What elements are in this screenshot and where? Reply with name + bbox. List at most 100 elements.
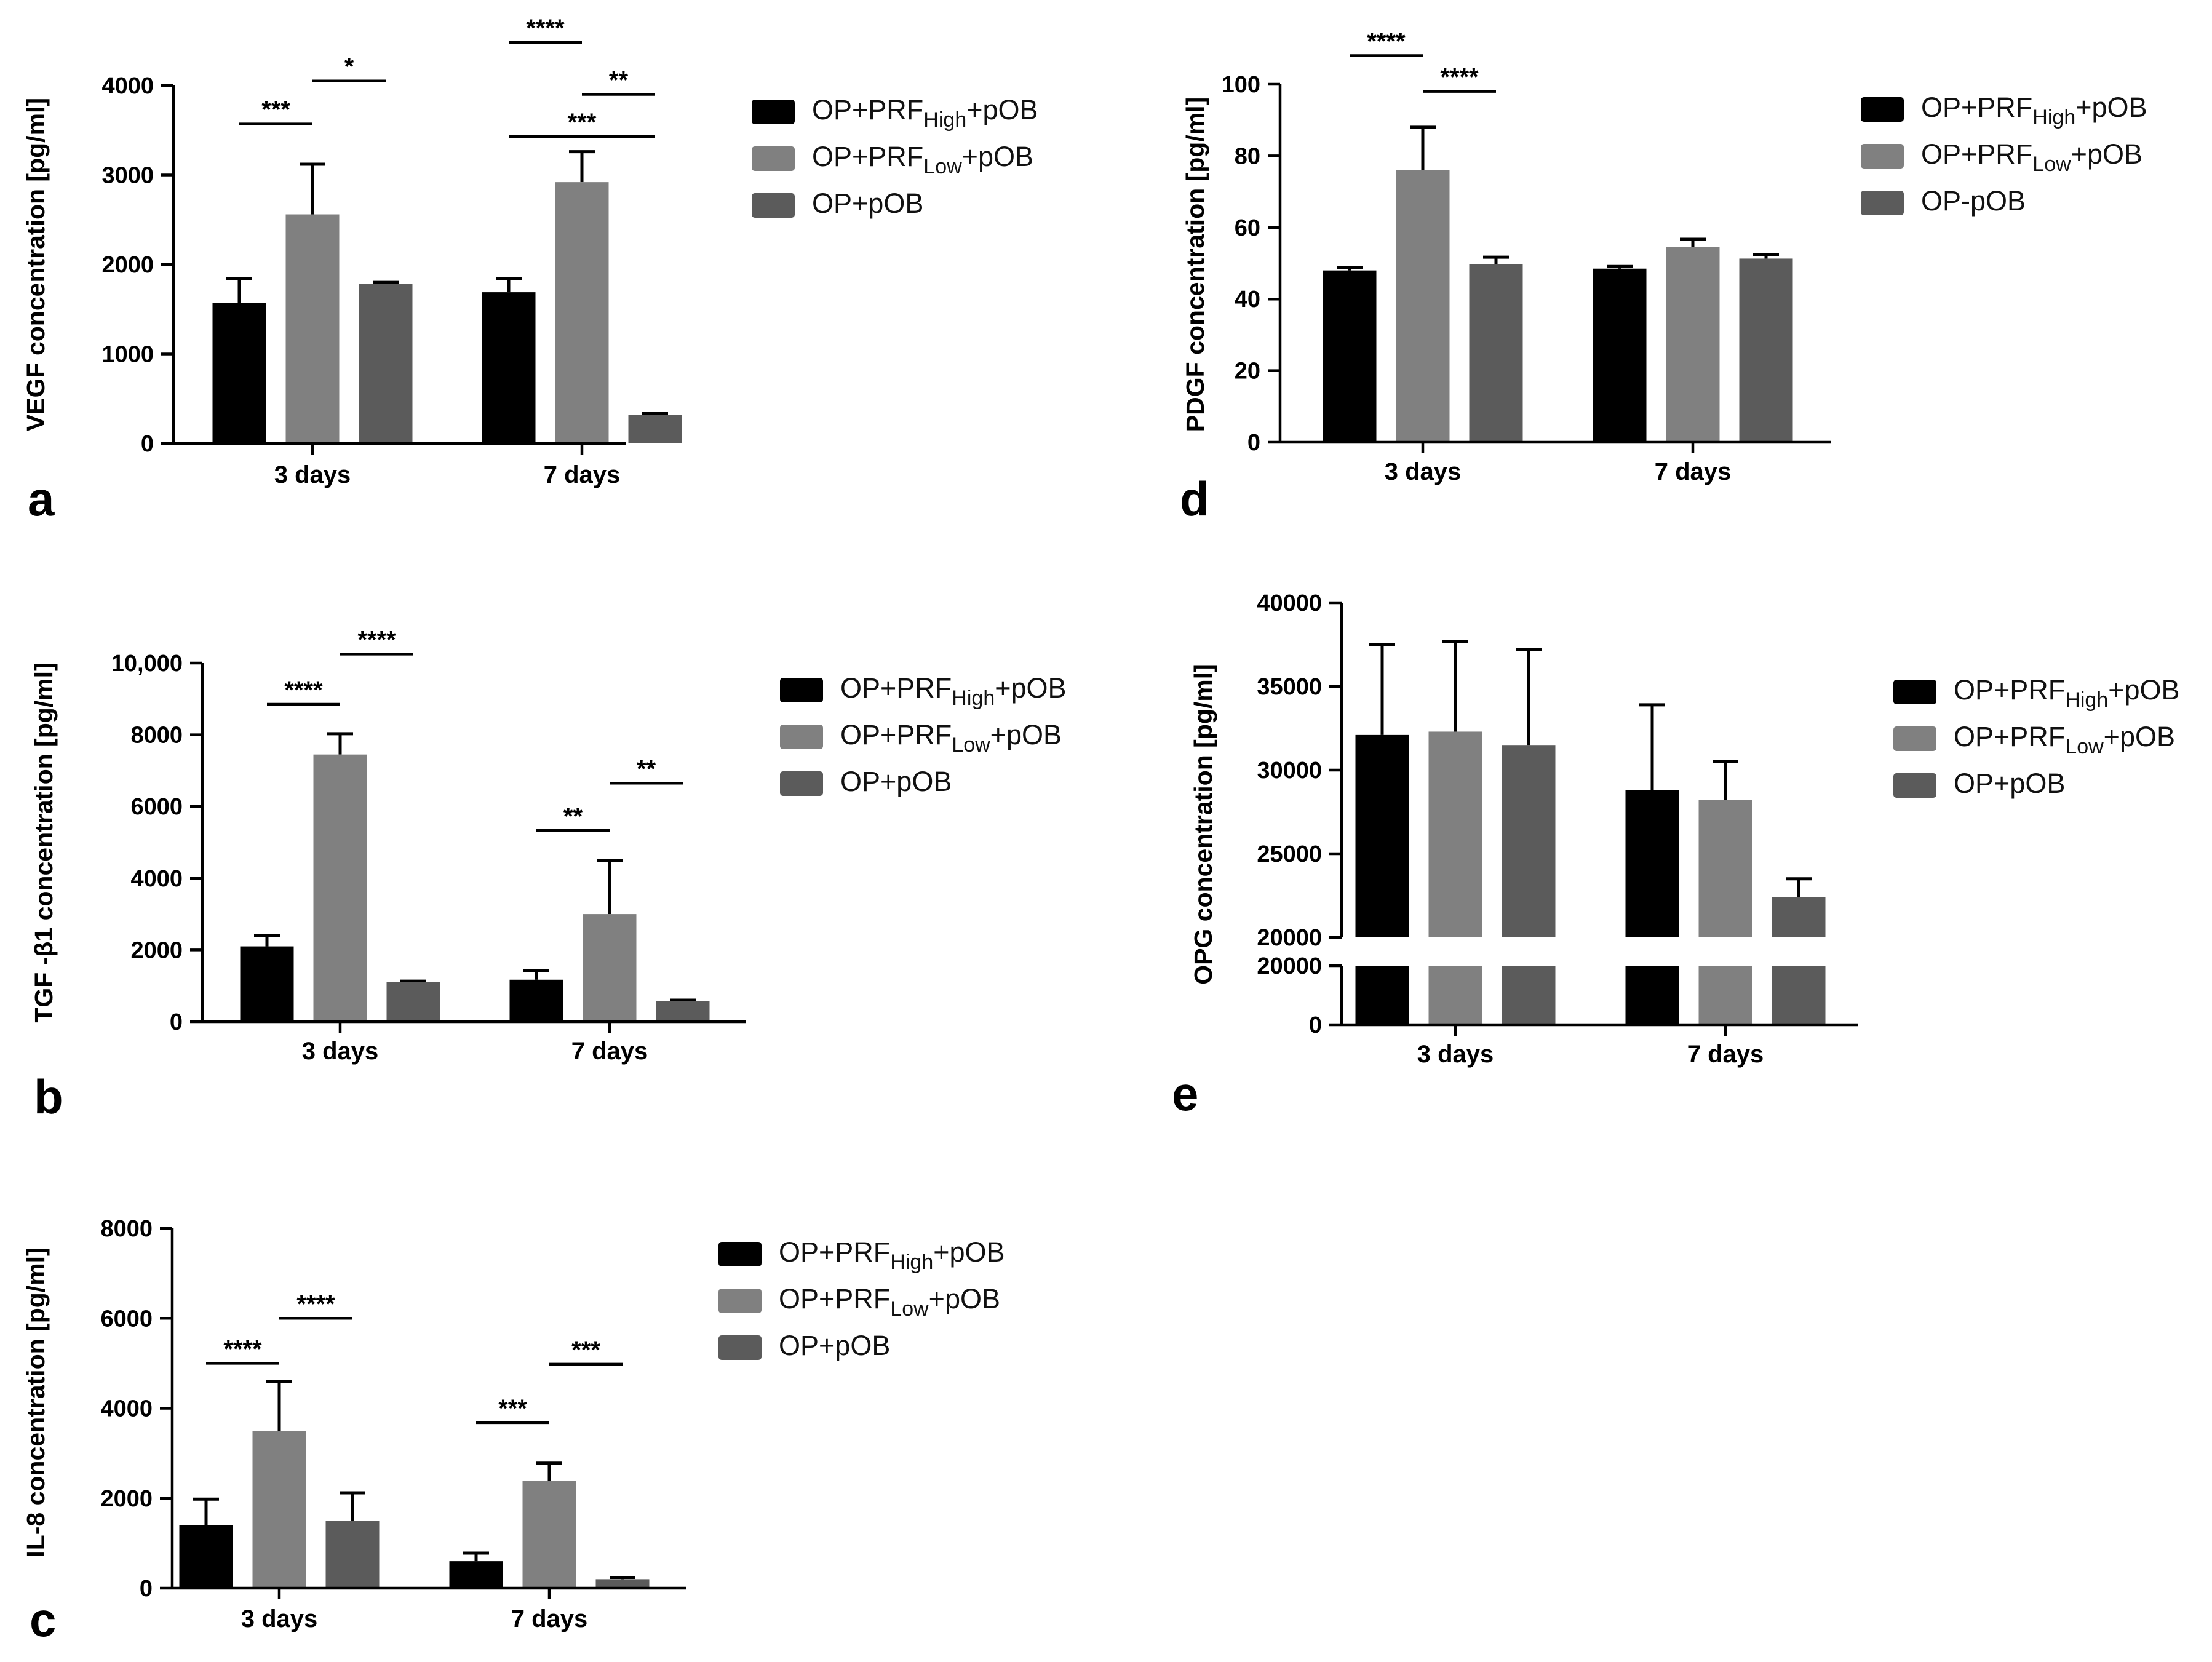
legend-label: OP+pOB: [1954, 768, 2065, 799]
legend-text: OP+PRF: [812, 141, 923, 172]
legend-text: OP+PRF: [1921, 138, 2032, 170]
legend-subscript: Low: [923, 155, 962, 178]
legend-text: OP+PRF: [779, 1236, 890, 1268]
panel-letter: e: [1172, 1067, 1198, 1121]
chart-panel-a: 0 1000 2000 3000 4000 3 days 7 days VEGF concen…: [22, 15, 682, 526]
significance-label: ****: [1440, 64, 1479, 91]
y-tick-label: 100: [1222, 72, 1260, 98]
significance-label: ****: [526, 15, 565, 42]
significance-label: *: [344, 54, 354, 81]
y-tick-label: 8000: [100, 1216, 153, 1242]
legend-subscript: Low: [2032, 153, 2071, 176]
legend-label: OP-pOB: [1921, 185, 2026, 217]
bar: [1502, 745, 1556, 937]
bar: [509, 979, 563, 1022]
legend-label: OP+PRFLow+pOB: [1954, 721, 2175, 758]
y-tick-label: 25000: [1257, 841, 1322, 867]
legend-text: +pOB: [2075, 92, 2147, 123]
legend-text: OP+PRF: [812, 94, 923, 125]
bar: [1739, 258, 1793, 442]
bar: [1469, 264, 1523, 442]
legend-label: OP+PRFLow+pOB: [812, 141, 1033, 178]
legend-subscript: High: [952, 686, 995, 710]
bar: [1355, 966, 1409, 1025]
legend-label: OP+PRFLow+pOB: [1921, 138, 2142, 176]
significance-label: ****: [223, 1335, 262, 1362]
legend-swatch: [780, 725, 823, 749]
y-tick-label: 0: [170, 1009, 183, 1035]
y-tick-label: 4000: [101, 73, 154, 99]
y-tick-label: 20: [1235, 359, 1260, 384]
bar: [583, 914, 637, 1022]
legend-label: OP+pOB: [779, 1330, 890, 1361]
bar: [1625, 790, 1679, 937]
significance-label: ***: [568, 109, 597, 136]
legend-swatch: [752, 146, 795, 171]
legend-swatch: [1861, 191, 1904, 215]
legend-text: OP+pOB: [779, 1330, 890, 1361]
x-tick-label: 3 days: [274, 461, 351, 488]
bar: [240, 946, 294, 1022]
x-tick-label: 7 days: [571, 1038, 648, 1065]
bar: [252, 1431, 306, 1588]
legend-subscript: Low: [2065, 735, 2104, 758]
significance-label: ****: [357, 626, 396, 653]
legend-swatch: [1893, 680, 1936, 704]
legend: OP+PRFHigh+pOB OP+PRFLow+pOB OP+pOB: [752, 94, 1038, 219]
legend-subscript: High: [2065, 688, 2108, 712]
legend-label: OP+PRFHigh+pOB: [1921, 92, 2147, 129]
legend-swatch: [780, 771, 823, 796]
y-tick-label: 4000: [100, 1396, 153, 1422]
legend-text: +pOB: [2104, 721, 2175, 752]
legend-label: OP+PRFHigh+pOB: [812, 94, 1038, 132]
legend-swatch: [1893, 726, 1936, 751]
bar: [1666, 247, 1720, 442]
legend-swatch: [1861, 144, 1904, 169]
y-tick-label: 20000: [1257, 925, 1322, 951]
bar: [325, 1521, 380, 1588]
legend-label: OP+PRFHigh+pOB: [1954, 674, 2180, 712]
chart-panel-c: 0 2000 4000 6000 8000 3 days 7 days IL-8 concen…: [22, 1216, 686, 1647]
legend-swatch: [1861, 97, 1904, 122]
legend-swatch: [752, 100, 795, 124]
panel-letter: c: [30, 1592, 56, 1647]
legend-text: OP+pOB: [840, 766, 952, 797]
legend-text: OP+PRF: [1921, 92, 2032, 123]
legend-swatch: [780, 678, 823, 702]
y-tick-label: 4000: [130, 866, 183, 892]
legend-text: +pOB: [2108, 674, 2179, 706]
bar: [1593, 268, 1647, 442]
y-tick-label: 20000: [1257, 953, 1322, 979]
chart-panel-b: 0 2000 4000 6000 8000 10,000 3 days 7 days TGF -…: [30, 626, 746, 1124]
y-tick-label: 6000: [130, 794, 183, 820]
legend-text: OP-pOB: [1921, 185, 2026, 217]
legend-text: OP+pOB: [812, 188, 923, 219]
bar: [1428, 966, 1482, 1025]
y-tick-label: 1000: [101, 342, 154, 368]
panel-letter: b: [34, 1070, 63, 1124]
x-tick-label: 7 days: [544, 461, 621, 488]
y-tick-label: 8000: [130, 723, 183, 749]
legend-text: OP+PRF: [1954, 674, 2065, 706]
y-tick-label: 40: [1235, 287, 1260, 312]
bar: [313, 754, 367, 1022]
significance-label: ***: [498, 1395, 527, 1422]
legend-text: +pOB: [995, 672, 1066, 704]
y-tick-label: 6000: [100, 1306, 153, 1332]
y-tick-label: 0: [1309, 1012, 1322, 1038]
significance-label: ****: [296, 1290, 335, 1318]
bar: [1323, 270, 1377, 442]
bar: [285, 214, 340, 443]
y-tick-label: 0: [1247, 430, 1260, 456]
y-tick-label: 2000: [100, 1486, 153, 1512]
chart-panel-d: 0 20 40 60 80 100 3 days 7 days PDGF concentrati…: [1180, 28, 1831, 526]
x-tick-label: 3 days: [302, 1038, 379, 1065]
legend-text: +pOB: [990, 719, 1062, 750]
bar: [656, 1001, 710, 1022]
y-axis-label: PDGF concentration [pg/ml]: [1181, 97, 1209, 432]
bar: [1396, 170, 1450, 442]
legend-label: OP+PRFHigh+pOB: [779, 1236, 1005, 1274]
legend-label: OP+pOB: [812, 188, 923, 219]
bar: [555, 182, 609, 443]
significance-label: ****: [284, 677, 323, 704]
